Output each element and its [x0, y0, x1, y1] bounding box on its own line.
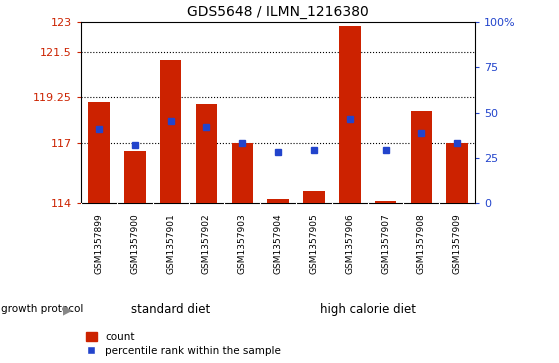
Text: GSM1357900: GSM1357900 [130, 213, 139, 274]
Bar [124, 151, 145, 203]
Text: GSM1357908: GSM1357908 [417, 213, 426, 274]
Text: GSM1357909: GSM1357909 [453, 213, 462, 274]
Text: GSM1357901: GSM1357901 [166, 213, 175, 274]
Text: GSM1357903: GSM1357903 [238, 213, 247, 274]
Bar [375, 201, 396, 203]
Text: ▶: ▶ [63, 303, 73, 316]
Text: GSM1357907: GSM1357907 [381, 213, 390, 274]
Bar [411, 110, 432, 203]
Text: growth protocol: growth protocol [1, 305, 83, 314]
Bar [160, 60, 181, 203]
Bar [303, 191, 325, 203]
Bar [231, 143, 253, 203]
Text: GSM1357906: GSM1357906 [345, 213, 354, 274]
Bar [267, 199, 289, 203]
Text: GSM1357899: GSM1357899 [94, 213, 103, 274]
Bar [447, 143, 468, 203]
Bar [196, 105, 217, 203]
Bar [339, 26, 361, 203]
Text: high calorie diet: high calorie diet [320, 303, 416, 316]
Title: GDS5648 / ILMN_1216380: GDS5648 / ILMN_1216380 [187, 5, 369, 19]
Text: GSM1357905: GSM1357905 [310, 213, 319, 274]
Text: GSM1357902: GSM1357902 [202, 213, 211, 274]
Legend: count, percentile rank within the sample: count, percentile rank within the sample [86, 332, 281, 356]
Text: standard diet: standard diet [131, 303, 210, 316]
Bar [88, 102, 110, 203]
Text: GSM1357904: GSM1357904 [273, 213, 283, 274]
